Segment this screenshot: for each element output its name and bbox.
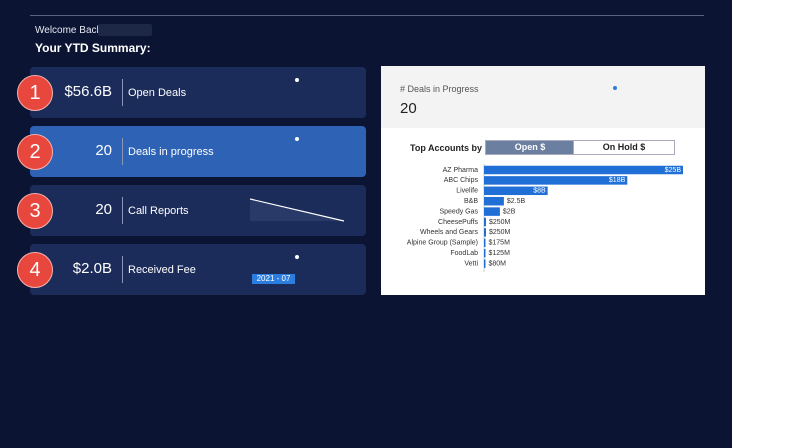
- card-value: $2.0B: [72, 260, 112, 277]
- category-label: Livelife: [456, 188, 478, 195]
- value-label: $125M: [489, 250, 511, 257]
- redacted-name: [98, 24, 152, 36]
- bar: [484, 176, 628, 185]
- separator: [122, 197, 123, 224]
- separator: [122, 138, 123, 165]
- category-label: Speedy Gas: [439, 208, 478, 215]
- panel-title: # Deals in Progress: [400, 84, 479, 94]
- category-label: Alpine Group (Sample): [407, 240, 478, 247]
- panel-header: [381, 66, 705, 128]
- welcome: Welcome Back,: [35, 25, 105, 36]
- badge: 3: [17, 193, 53, 229]
- value-label: $250M: [489, 219, 511, 226]
- top-accounts-label: Top Accounts by: [410, 143, 482, 153]
- panel-value: 20: [400, 100, 417, 117]
- badge: 2: [17, 134, 53, 170]
- dot: [613, 86, 617, 90]
- bar: [484, 259, 486, 268]
- card[interactable]: 1 $56.6B Open Deals: [17, 67, 366, 118]
- value-label: $2B: [503, 208, 516, 215]
- sparkline-line: [250, 198, 345, 222]
- dashboard: Welcome Back, Your YTD Summary: 1 $56.6B…: [0, 0, 732, 448]
- bar: [484, 165, 683, 175]
- card-label: Received Fee: [128, 264, 196, 276]
- dot: [295, 255, 299, 259]
- bar: [484, 186, 548, 196]
- card-value: $56.6B: [64, 83, 112, 100]
- card-label: Deals in progress: [128, 146, 214, 158]
- card-label: Call Reports: [128, 205, 189, 217]
- card-value: 20: [95, 201, 112, 218]
- card[interactable]: 3 20 Call Reports: [17, 185, 366, 236]
- card-label: Open Deals: [128, 87, 187, 99]
- summary-title: Your YTD Summary:: [35, 41, 151, 55]
- value-label: $80M: [489, 260, 507, 267]
- category-label: ABC Chips: [444, 177, 479, 184]
- category-label: Wheels and Gears: [420, 229, 478, 236]
- badge: 1: [17, 75, 53, 111]
- value-label: $25B: [665, 167, 682, 174]
- divider: [30, 15, 704, 16]
- value-label: $2.5B: [507, 198, 526, 205]
- deals-panel: # Deals in Progress 20 Top Accounts by O…: [381, 66, 705, 295]
- toggle-on-hold[interactable]: On Hold $: [573, 140, 675, 155]
- value-label: $18B: [609, 177, 626, 184]
- card[interactable]: 4 $2.0B Received Fee 2021 - 07: [17, 244, 366, 295]
- card-value: 20: [95, 142, 112, 159]
- category-label: B&B: [464, 198, 478, 205]
- category-label: Vetti: [464, 260, 478, 267]
- bar: [484, 248, 486, 258]
- card[interactable]: 2 20 Deals in progress: [17, 126, 366, 177]
- toggle-open[interactable]: Open $: [485, 140, 575, 155]
- sparkline: [250, 198, 345, 222]
- bar: [484, 217, 486, 227]
- category-label: FoodLab: [450, 250, 478, 257]
- value-label: $250M: [489, 229, 511, 236]
- bar: [484, 238, 486, 248]
- badge: 4: [17, 252, 53, 288]
- date-tag: 2021 - 07: [252, 274, 295, 284]
- bar: [484, 228, 486, 237]
- value-label: $175M: [489, 240, 511, 247]
- category-label: CheesePuffs: [438, 219, 478, 226]
- separator: [122, 256, 123, 283]
- value-label: $8B: [533, 188, 546, 195]
- dot: [295, 78, 299, 82]
- separator: [122, 79, 123, 106]
- bar: [484, 196, 504, 206]
- category-label: AZ Pharma: [443, 167, 479, 174]
- dot: [295, 137, 299, 141]
- bar: [484, 207, 500, 216]
- bar-chart: AZ Pharma $25B ABC Chips $18B Livelife $8B B&B…: [407, 164, 683, 272]
